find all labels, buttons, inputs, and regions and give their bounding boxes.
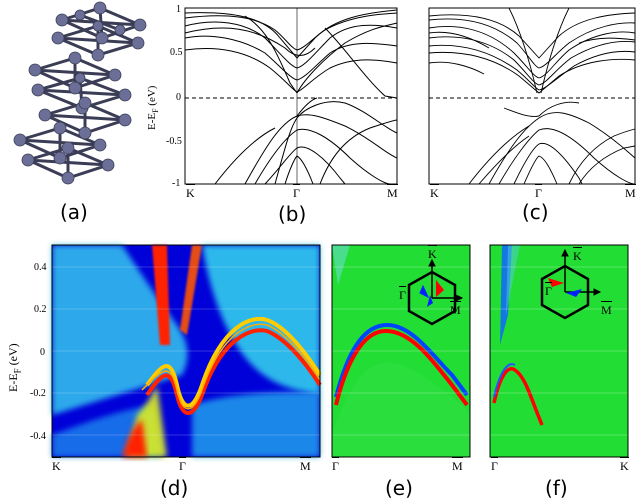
band-structure-plot-b [184,7,398,185]
xtick-c-m: M [625,186,636,200]
band-structure-plot-c [428,7,636,185]
ylabel-b: E-EF (eV) [146,85,161,130]
ytick-d-0: 0 [40,347,45,358]
panel-label-c: (c) [522,200,549,224]
spin-spectral-plot-e [331,244,471,458]
crystal-structure-image [13,1,147,185]
xtick-d-gamma: Γ [179,459,186,473]
ytick-b-m1: -1 [172,178,181,189]
inset-f-label-k: K [573,249,582,263]
inset-f-label-m: M [601,303,612,317]
panel-label-e: (e) [385,476,413,500]
xtick-e-m: M [452,459,463,473]
panel-label-d: (d) [160,476,189,500]
ytick-b-05: 0.5 [170,47,183,58]
xtick-b-k: K [186,186,195,200]
ylabel-d: E-EF (eV) [6,343,23,392]
ytick-b-0: 0 [176,92,181,103]
xtick-b-m: M [387,186,398,200]
panel-label-a: (a) [60,200,88,224]
inset-e-label-m: M [450,303,461,317]
panel-label-b: (b) [278,202,307,226]
xtick-c-gamma: Γ [535,186,542,200]
panel-label-f: (f) [545,476,568,500]
xtick-b-gamma: Γ [293,186,300,200]
inset-f-label-gamma: Γ [545,284,552,298]
xtick-c-k: K [430,186,439,200]
xtick-f-k: K [620,459,629,473]
ytick-b-1: 1 [176,4,181,15]
inset-e-label-k: K [428,247,437,261]
inset-e-label-gamma: Γ [399,288,406,302]
xtick-e-gamma: Γ [332,459,339,473]
ytick-d-02: 0.2 [34,304,47,315]
spectral-function-plot-d [51,244,322,458]
ytick-d-m02: -0.2 [30,388,46,399]
xtick-f-gamma: Γ [491,459,498,473]
ytick-d-m04: -0.4 [30,431,46,442]
xtick-d-k: K [52,459,61,473]
ytick-b-m05: -0.5 [166,136,182,147]
xtick-d-m: M [300,459,311,473]
spin-spectral-plot-f [489,244,629,458]
ytick-d-04: 0.4 [34,262,47,273]
